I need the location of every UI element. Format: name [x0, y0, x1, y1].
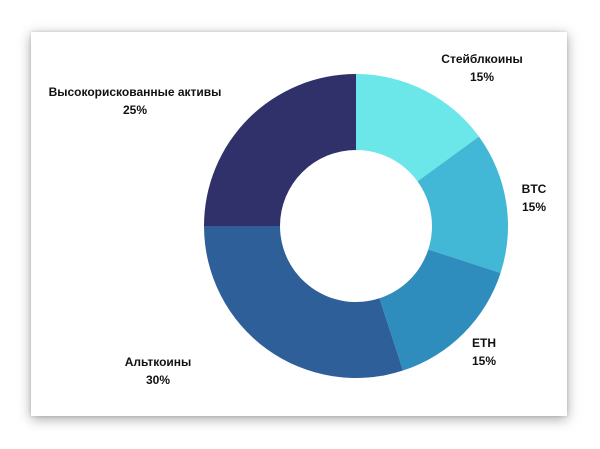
slice-altcoins	[203, 226, 403, 378]
slice-name: Стейблкоины	[441, 52, 523, 66]
slice-eth	[379, 249, 501, 371]
slice-value: 15%	[471, 354, 497, 368]
slice-label-eth: ETH 15%	[472, 334, 496, 370]
slice-value: 25%	[122, 103, 148, 117]
slice-stablecoins	[356, 74, 479, 182]
slice-name: Высокорискованные активы	[48, 85, 222, 99]
slice-label-btc: BTC 15%	[522, 180, 547, 216]
slice-label-stablecoins: Стейблкоины 15%	[441, 50, 522, 86]
slice-name: Альткоины	[124, 355, 192, 369]
slice-name: BTC	[521, 182, 547, 196]
slice-value: 30%	[145, 373, 171, 387]
slice-value: 15%	[469, 70, 495, 84]
slice-btc	[417, 136, 508, 273]
slice-high-risk	[204, 74, 356, 226]
slice-label-high-risk: Высокорискованные активы 25%	[49, 83, 222, 119]
slice-name: ETH	[472, 336, 496, 350]
slice-value: 15%	[521, 200, 547, 214]
slice-label-altcoins: Альткоины 30%	[125, 353, 192, 389]
